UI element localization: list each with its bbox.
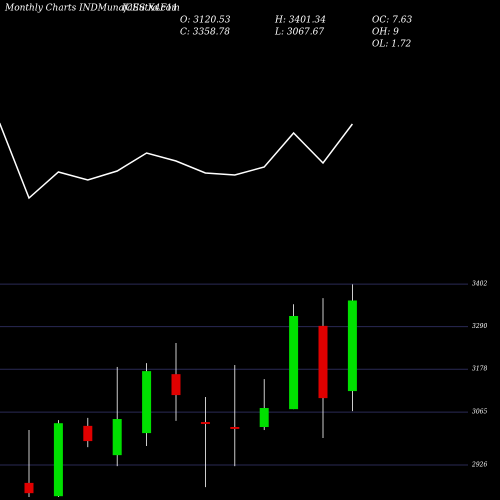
candle-body bbox=[318, 325, 328, 399]
y-tick-label: 3178 bbox=[472, 366, 487, 373]
candle-body bbox=[142, 371, 152, 434]
indicator-line bbox=[0, 122, 353, 200]
symbol: ICES X4F11 bbox=[121, 4, 178, 14]
y-tick-label: 3402 bbox=[472, 281, 487, 288]
ol-label: OL: 1.72 bbox=[372, 40, 412, 50]
candle-body bbox=[53, 423, 63, 497]
site-title: Monthly Charts INDMunafaSutra.com bbox=[4, 4, 180, 14]
high-label: H: 3401.34 bbox=[274, 16, 326, 26]
candle-body bbox=[112, 419, 122, 456]
candle-body bbox=[289, 316, 299, 410]
oh-label: OH: 9 bbox=[372, 28, 399, 38]
low-label: L: 3067.67 bbox=[274, 28, 324, 38]
y-tick-label: 2926 bbox=[471, 462, 487, 469]
y-tick-label: 3065 bbox=[472, 409, 487, 416]
candle-body bbox=[83, 425, 93, 442]
candle-body bbox=[200, 422, 210, 424]
close-label: C: 3358.78 bbox=[180, 28, 230, 38]
open-label: O: 3120.53 bbox=[180, 16, 231, 26]
candle-body bbox=[24, 482, 34, 494]
y-tick-label: 3290 bbox=[472, 323, 487, 330]
candle-body bbox=[230, 427, 240, 429]
candle-body bbox=[259, 408, 269, 428]
candle-body bbox=[171, 374, 181, 396]
candle-body bbox=[347, 300, 357, 392]
oc-label: OC: 7.63 bbox=[372, 16, 412, 26]
